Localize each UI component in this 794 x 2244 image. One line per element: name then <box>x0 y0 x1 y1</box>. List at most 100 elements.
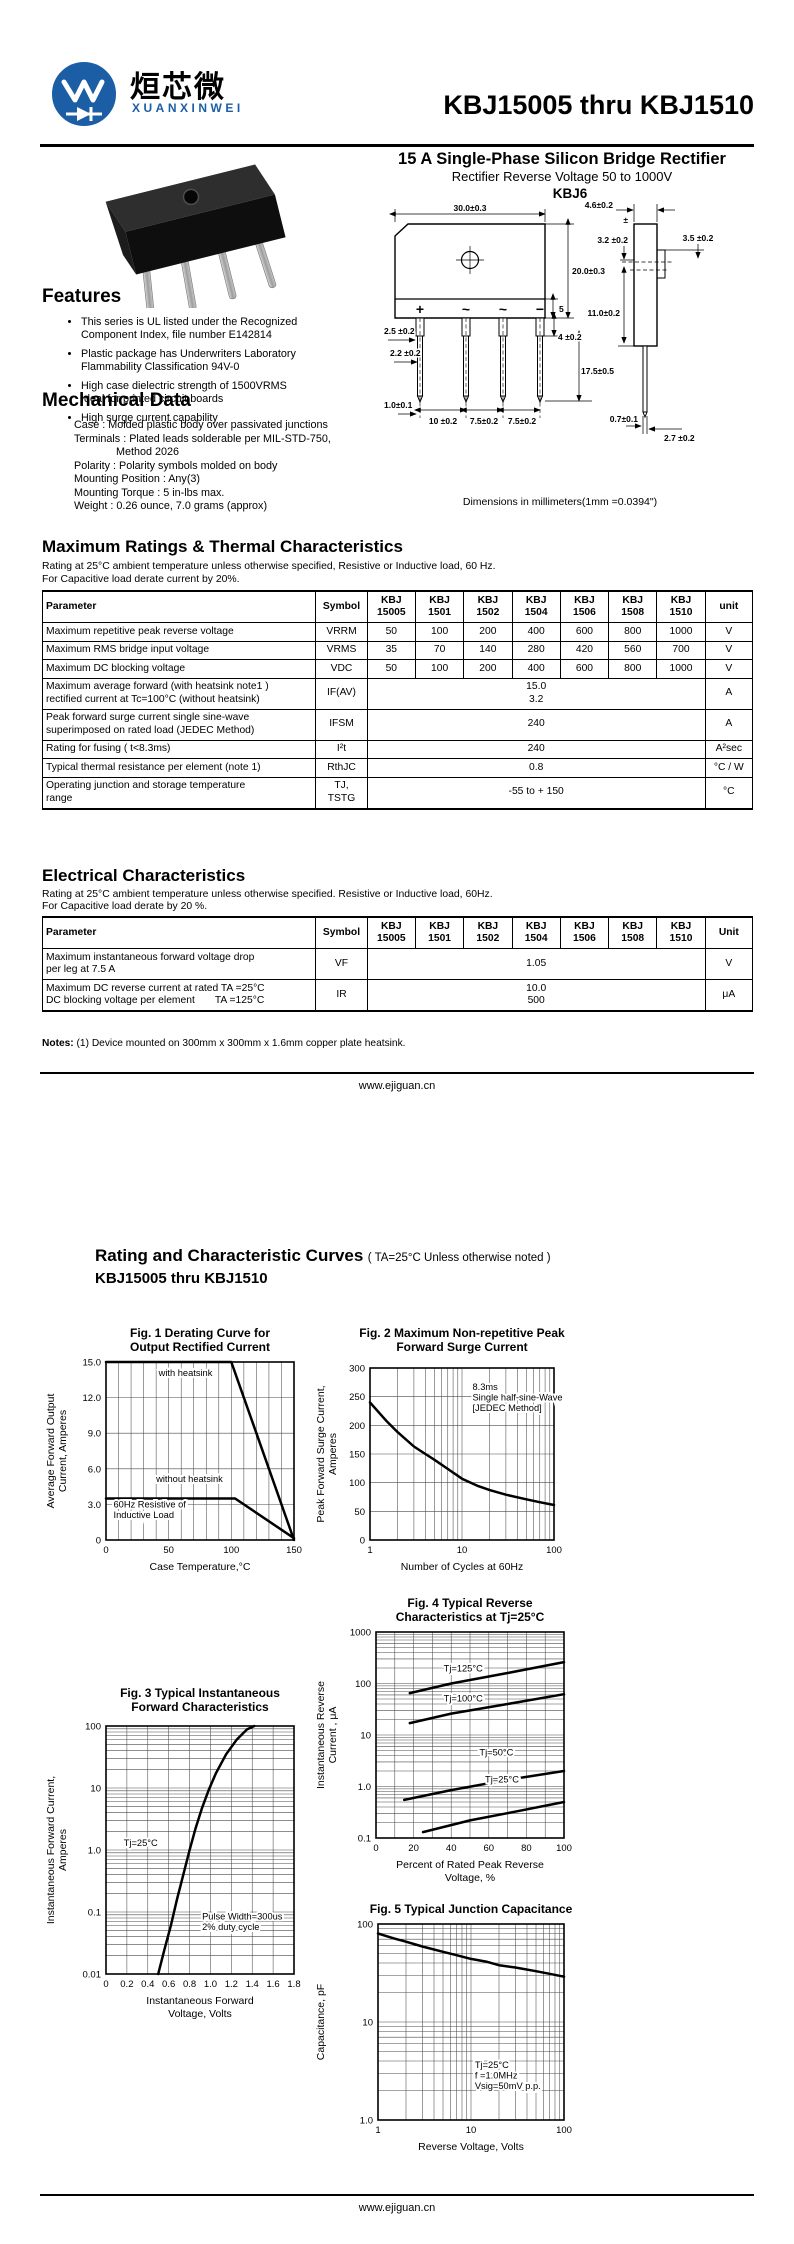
chart-title: Output Rectified Current <box>130 1340 270 1354</box>
max-ratings-condition2: For Capacitive load derate current by 20… <box>42 574 240 585</box>
column-header: KBJ 1510 <box>656 590 706 623</box>
param-cell: Maximum DC blocking voltage <box>41 659 317 679</box>
series-Tj-25C <box>421 1800 566 1834</box>
chart-annotation: with heatsink <box>158 1368 213 1378</box>
y-tick-label: 0.1 <box>358 1834 371 1845</box>
curves-subtitle: KBJ15005 thru KBJ1510 <box>95 1270 268 1287</box>
symbol-cell: TJ, TSTG <box>315 776 368 809</box>
dim-offset1: 2.5 ±0.2 <box>384 326 415 336</box>
x-tick-label: 100 <box>556 2125 572 2136</box>
dim-band-height: 5 <box>559 304 564 314</box>
chart-annotation: Tj=25°C <box>124 1838 158 1848</box>
x-tick-label: 1 <box>375 2125 380 2136</box>
feature-item: High case dielectric strength of 1500VRM… <box>81 380 381 406</box>
chart-annotation: Pulse Width=300us <box>202 1912 283 1922</box>
column-header: KBJ 1501 <box>414 590 465 623</box>
value-cell-span: 1.05 <box>366 948 706 980</box>
column-header: KBJ 1502 <box>463 916 513 949</box>
curves-title: Rating and Characteristic Curves <box>95 1246 364 1265</box>
dim-lead-depth: 2.7 ±0.2 <box>664 433 695 443</box>
chart-title: Fig. 2 Maximum Non-repetitive Peak <box>359 1326 565 1340</box>
header-rule <box>40 144 754 147</box>
table-row: Maximum DC reverse current at rated TA =… <box>41 979 754 1012</box>
y-tick-label: 9.0 <box>88 1429 101 1440</box>
feature-item: This series is UL listed under the Recog… <box>81 316 381 342</box>
column-header: KBJ 15005 <box>366 916 416 949</box>
value-cell: 800 <box>608 659 658 679</box>
value-cell-span: 240 <box>366 708 706 741</box>
logo-diode-symbol <box>66 107 102 121</box>
mounting-hole <box>182 188 200 206</box>
chart-fig3-forward-characteristics: 0 0.2 0.4 0.6 0.8 1.0 1.2 1.4 1.6 1.8 0.01 0.1 1.0 10… <box>42 1682 314 2039</box>
x-tick-label: 0 <box>103 1979 108 1990</box>
value-cell: 200 <box>463 659 513 679</box>
y-tick-label: 0.1 <box>88 1908 101 1919</box>
chart-svg-fig3: 0 0.2 0.4 0.6 0.8 1.0 1.2 1.4 1.6 1.8 0.01 0.1 1.0 10… <box>45 1686 301 2020</box>
table-header-row: Parameter Symbol KBJ 15005 KBJ 1501 KBJ 1502 KBJ… <box>41 916 754 949</box>
value-cell-span: 10.0 500 <box>366 979 706 1012</box>
x-tick-label: 10 <box>457 1545 468 1556</box>
chart-annotation: Tj=25°C <box>485 1774 519 1784</box>
dim-side-width: 4.6±0.2 <box>585 200 614 210</box>
front-view-outline <box>394 223 546 319</box>
value-cell: 70 <box>414 640 465 660</box>
dim-pitch2: 7.5±0.2 <box>470 416 499 426</box>
value-cell: 140 <box>463 640 513 660</box>
table-row: Operating junction and storage temperatu… <box>41 776 754 809</box>
value-cell: 600 <box>559 622 610 642</box>
column-header: KBJ 1504 <box>511 590 561 623</box>
symbol-cell: IR <box>315 979 368 1012</box>
column-header: KBJ 1510 <box>656 916 706 949</box>
y-tick-label: 10 <box>362 2018 373 2029</box>
chart-annotation: Tj=100°C <box>444 1693 483 1703</box>
y-tick-label: 100 <box>357 1920 373 1931</box>
table-row: Maximum DC blocking voltage VDC 50 100 200 40… <box>41 659 754 679</box>
curves-condition: ( TA=25°C Unless otherwise noted ) <box>367 1252 551 1264</box>
mechanical-line: Mounting Torque : 5 in-lbs max. <box>74 486 225 499</box>
polarity-markings: + ~ ~ − <box>416 301 544 317</box>
symbol-cell: VDC <box>315 659 368 679</box>
y-tick-label: 1.0 <box>358 1782 371 1793</box>
x-tick-label: 40 <box>446 1843 457 1854</box>
chart-svg-fig5: 1 10 100 1.0 10 100 Fig. 5 Typical Junction Ca… <box>315 1902 573 2153</box>
chart-annotation: 8.3ms <box>472 1382 498 1392</box>
column-header: unit <box>704 590 754 623</box>
table-header-row: Parameter Symbol KBJ 15005 KBJ 1501 KBJ 1502 KBJ… <box>41 590 754 623</box>
value-cell: 50 <box>366 659 416 679</box>
y-axis-label: Capacitance, pF <box>315 1984 327 2060</box>
x-tick-label: 1.4 <box>246 1979 259 1990</box>
column-header: Symbol <box>315 590 368 623</box>
x-axis-label: Number of Cycles at 60Hz <box>401 1561 524 1573</box>
y-tick-label: 0 <box>96 1536 101 1547</box>
table-row: Typical thermal resistance per element (… <box>41 758 754 778</box>
value-cell: 400 <box>511 659 561 679</box>
series-with-heatsink <box>104 1360 296 1542</box>
mechanical-line: Weight : 0.26 ounce, 7.0 grams (approx) <box>74 500 268 512</box>
value-cell: 800 <box>608 622 658 642</box>
x-axis-label: Voltage, % <box>445 1872 495 1884</box>
chart-title: Characteristics at Tj=25°C <box>396 1610 545 1624</box>
notes-label: Notes: <box>42 1038 74 1049</box>
chart-title: Forward Surge Current <box>396 1340 527 1354</box>
dim-side-height: 11.0±0.2 <box>587 308 620 318</box>
max-ratings-condition1: Rating at 25°C ambient temperature unles… <box>42 561 496 572</box>
x-axis-label: Percent of Rated Peak Reverse <box>396 1859 544 1871</box>
chart-svg-fig4: 0 20 40 60 80 100 0.1 1.0 10 100 1000 Fig. 4 Typica… <box>315 1596 572 1884</box>
column-header: KBJ 15005 <box>366 590 416 623</box>
y-tick-label: 15.0 <box>83 1358 102 1369</box>
x-tick-label: 1.2 <box>225 1979 238 1990</box>
value-cell: 400 <box>511 622 561 642</box>
x-tick-label: 0.6 <box>162 1979 175 1990</box>
mechanical-line: Polarity : Polarity symbols molded on bo… <box>74 459 278 472</box>
param-cell: Maximum instantaneous forward voltage dr… <box>41 948 317 980</box>
x-tick-label: 1.0 <box>204 1979 217 1990</box>
x-tick-label: 50 <box>163 1545 174 1556</box>
feature-item: Plastic package has Underwriters Laborat… <box>81 348 381 374</box>
page-title: KBJ15005 thru KBJ1510 <box>443 90 754 120</box>
symbol-cell: RthJC <box>315 758 368 778</box>
symbol-cell: IF(AV) <box>315 677 368 710</box>
unit-cell: V <box>704 948 754 980</box>
param-cell: Typical thermal resistance per element (… <box>41 758 317 778</box>
electrical-condition2: For Capacitive load derate by 20 %. <box>42 901 208 912</box>
features-title: Features <box>42 286 122 307</box>
